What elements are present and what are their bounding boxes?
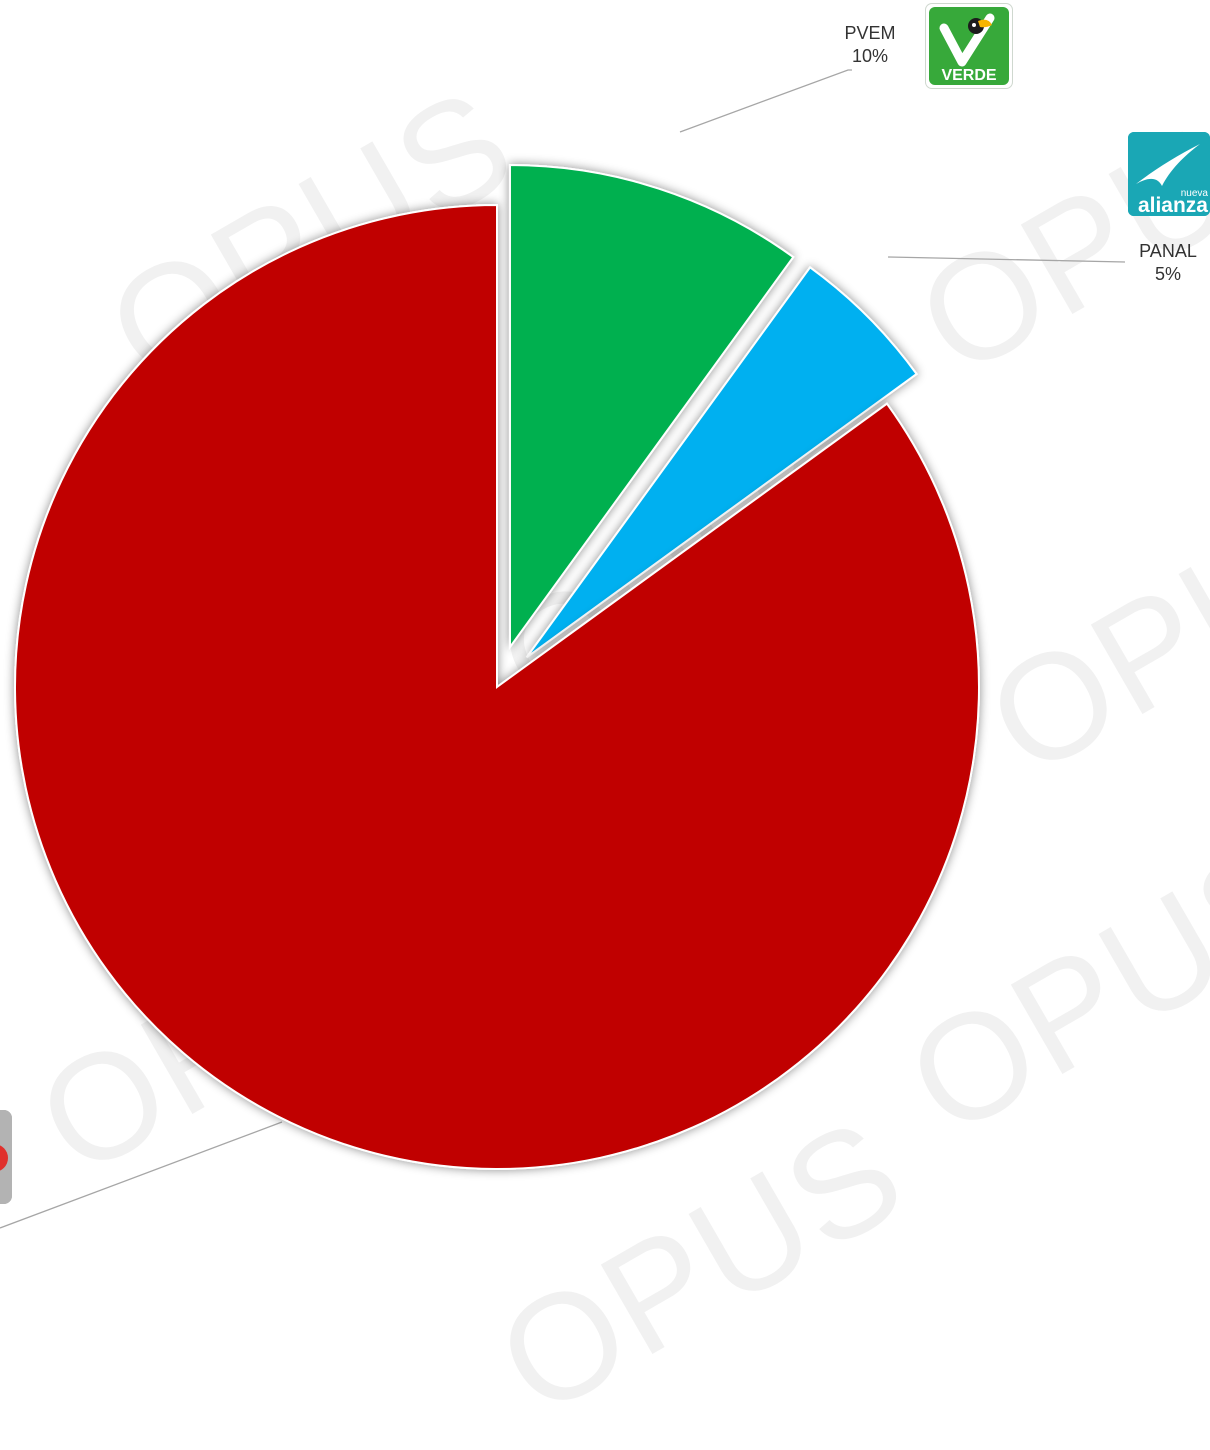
leader-line-pvem [679,69,852,133]
nueva-alianza-logo-icon: nueva alianza [1128,132,1210,216]
leader-line-main [0,1121,283,1229]
alianza-small-text: nueva [1181,188,1209,199]
pie-slice-main [14,203,980,1170]
leader-lines [0,69,1126,1229]
panal-label-percent: 5% [1154,264,1181,284]
pie-slice-pvem [508,164,795,651]
verde-logo-text: VERDE [941,67,996,84]
pvem-label-percent: 10% [851,46,889,66]
leader-line-panal [887,256,1126,263]
pie-chart [0,69,1126,1229]
panal-data-label: PANAL 5% [1128,240,1208,286]
verde-logo: VERDE [926,4,1012,88]
party-logo-icon [0,1110,12,1204]
party-logo [0,1110,12,1204]
verde-logo-icon: VERDE [929,7,1009,85]
pvem-data-label: PVEM 10% [835,22,905,68]
alianza-logo-text: alianza [1138,194,1208,216]
pvem-label-name: PVEM [844,23,896,43]
pie-slices [14,164,980,1170]
panal-label-name: PANAL [1139,241,1197,261]
pie-slice-panal [525,265,919,659]
nueva-alianza-logo: nueva alianza [1128,132,1210,216]
